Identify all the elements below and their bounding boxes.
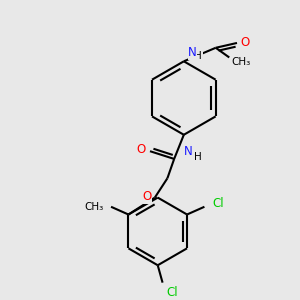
Text: CH₃: CH₃ bbox=[84, 202, 103, 212]
Text: Cl: Cl bbox=[212, 197, 224, 210]
Text: O: O bbox=[137, 143, 146, 156]
Text: N: N bbox=[188, 46, 197, 59]
Text: CH₃: CH₃ bbox=[231, 57, 250, 67]
Text: O: O bbox=[240, 36, 249, 50]
Text: N: N bbox=[184, 145, 193, 158]
Text: Cl: Cl bbox=[167, 286, 178, 299]
Text: O: O bbox=[142, 190, 152, 203]
Text: H: H bbox=[194, 152, 202, 162]
Text: H: H bbox=[194, 52, 202, 61]
